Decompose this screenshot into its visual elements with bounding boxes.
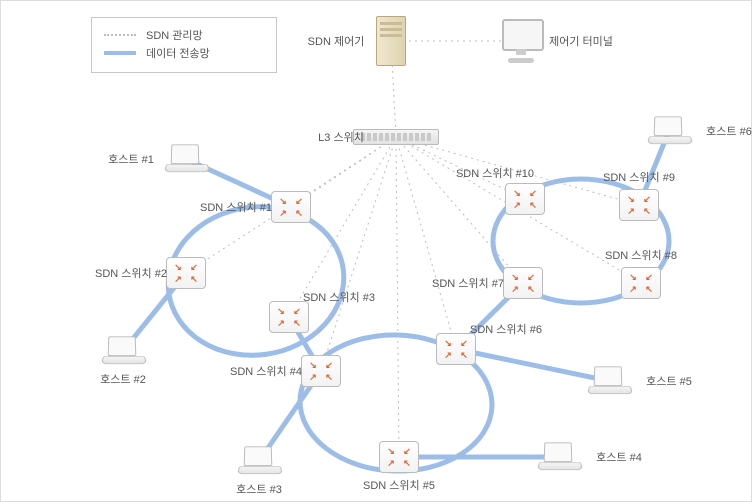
sdnswitch-icon: ↘↙↗↖ xyxy=(505,183,545,215)
network-links-layer xyxy=(1,1,752,502)
node-label: SDN 스위치 #6 xyxy=(470,321,542,337)
server-icon xyxy=(376,16,406,66)
sdnswitch-icon: ↘↙↗↖ xyxy=(621,267,661,299)
sdnswitch-sw6: ↘↙↗↖ xyxy=(436,333,476,365)
node-label: 호스트 #3 xyxy=(236,481,282,497)
node-label: SDN 스위치 #8 xyxy=(605,247,677,263)
sdnswitch-sw4: ↘↙↗↖ xyxy=(301,355,341,387)
node-label: SDN 스위치 #9 xyxy=(603,169,675,185)
node-label: SDN 스위치 #4 xyxy=(230,363,302,379)
mgmt-link xyxy=(396,137,399,457)
sdnswitch-sw9: ↘↙↗↖ xyxy=(619,189,659,221)
laptop-h2 xyxy=(102,336,144,366)
node-label: SDN 스위치 #5 xyxy=(363,477,435,493)
mgmt-link xyxy=(321,137,396,371)
laptop-icon xyxy=(238,446,280,476)
sdnswitch-sw8: ↘↙↗↖ xyxy=(621,267,661,299)
sdnswitch-icon: ↘↙↗↖ xyxy=(271,191,311,223)
legend-label-mgmt: SDN 관리망 xyxy=(146,27,203,43)
sdnswitch-icon: ↘↙↗↖ xyxy=(269,301,309,333)
laptop-h6 xyxy=(648,116,690,146)
sdnswitch-icon: ↘↙↗↖ xyxy=(503,267,543,299)
node-label: SDN 스위치 #1 xyxy=(200,199,272,215)
node-label: SDN 스위치 #10 xyxy=(456,165,534,181)
legend-label-data: 데이터 전송망 xyxy=(146,45,210,61)
laptop-h1 xyxy=(165,144,207,174)
sdnswitch-sw1: ↘↙↗↖ xyxy=(271,191,311,223)
mgmt-link xyxy=(289,137,396,317)
legend-box: SDN 관리망 데이터 전송망 xyxy=(91,17,277,73)
sdnswitch-icon: ↘↙↗↖ xyxy=(619,189,659,221)
node-label: 호스트 #5 xyxy=(646,373,692,389)
laptop-icon xyxy=(588,366,630,396)
node-label: SDN 제어기 xyxy=(308,33,365,49)
data-link xyxy=(456,349,609,381)
mgmt-link xyxy=(396,137,523,283)
node-label: 호스트 #6 xyxy=(706,123,752,139)
mgmt-link xyxy=(396,137,456,349)
legend-row-mgmt: SDN 관리망 xyxy=(104,26,264,44)
laptop-icon xyxy=(648,116,690,146)
node-label: SDN 스위치 #3 xyxy=(303,289,375,305)
sdnswitch-sw10: ↘↙↗↖ xyxy=(505,183,545,215)
sdnswitch-icon: ↘↙↗↖ xyxy=(301,355,341,387)
monitor-icon xyxy=(498,19,544,63)
sdnswitch-sw7: ↘↙↗↖ xyxy=(503,267,543,299)
laptop-icon xyxy=(538,442,580,472)
sdnswitch-sw3: ↘↙↗↖ xyxy=(269,301,309,333)
laptop-icon xyxy=(165,144,207,174)
node-label: SDN 스위치 #7 xyxy=(432,275,504,291)
laptop-h3 xyxy=(238,446,280,476)
diagram-stage: SDN 관리망 데이터 전송망 ↘↙↗↖ ↘↙↗↖ ↘↙↗↖ ↘↙↗↖ ↘↙↗↖ ↘↙↗↖… xyxy=(0,0,752,502)
node-label: 호스트 #4 xyxy=(596,449,642,465)
sdnswitch-icon: ↘↙↗↖ xyxy=(166,257,206,289)
legend-row-data: 데이터 전송망 xyxy=(104,44,264,62)
sdnswitch-sw2: ↘↙↗↖ xyxy=(166,257,206,289)
monitor-terminal xyxy=(498,19,544,63)
sdnswitch-icon: ↘↙↗↖ xyxy=(436,333,476,365)
node-label: 호스트 #1 xyxy=(108,151,154,167)
sdnswitch-sw5: ↘↙↗↖ xyxy=(379,441,419,473)
node-label: SDN 스위치 #2 xyxy=(95,265,167,281)
node-label: 호스트 #2 xyxy=(100,371,146,387)
server-controller xyxy=(376,16,406,66)
node-label: 제어기 터미널 xyxy=(549,33,613,49)
l3switch-icon xyxy=(353,129,439,145)
legend-swatch-solid xyxy=(104,51,136,55)
l3switch-l3 xyxy=(353,129,439,145)
legend-swatch-dotted xyxy=(104,34,136,36)
sdnswitch-icon: ↘↙↗↖ xyxy=(379,441,419,473)
laptop-h4 xyxy=(538,442,580,472)
laptop-h5 xyxy=(588,366,630,396)
laptop-icon xyxy=(102,336,144,366)
